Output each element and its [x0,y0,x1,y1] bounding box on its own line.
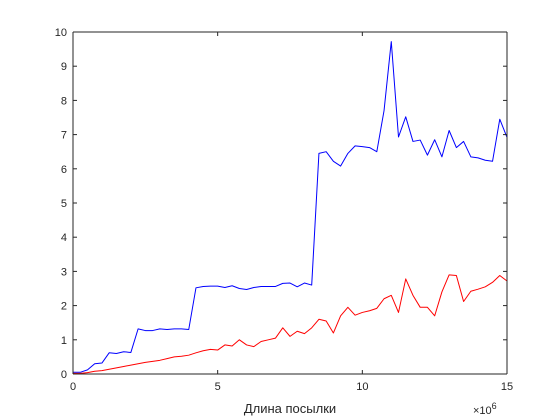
x-tick-label: 15 [501,381,513,393]
y-tick-label: 8 [61,95,67,107]
y-tick-label: 3 [61,266,67,278]
y-tick-label: 10 [55,27,67,39]
y-tick-label: 4 [61,232,67,244]
y-tick-label: 6 [61,164,67,176]
series-layer [73,41,508,374]
y-tick-label: 0 [61,369,67,381]
series-line-blue [73,41,508,373]
x-tick-label: 5 [215,381,221,393]
y-tick-label: 5 [61,198,67,210]
x-exponent-label: ×106 [473,401,497,417]
y-tick-label: 9 [61,61,67,73]
x-tick-label: 0 [70,381,76,393]
plot-area [73,32,507,374]
y-tick-label: 1 [61,335,67,347]
x-exponent-base: ×10 [473,405,492,417]
series-line-red [73,274,508,374]
y-tick-label: 7 [61,130,67,142]
x-tick-label: 10 [356,381,368,393]
ticks-layer: 0 5 10 15 0 1 2 3 4 5 6 7 8 9 10 [55,27,513,393]
x-axis-title: Длина посылки [244,401,336,416]
y-tick-label: 2 [61,301,67,313]
x-exponent-power: 6 [492,401,497,411]
